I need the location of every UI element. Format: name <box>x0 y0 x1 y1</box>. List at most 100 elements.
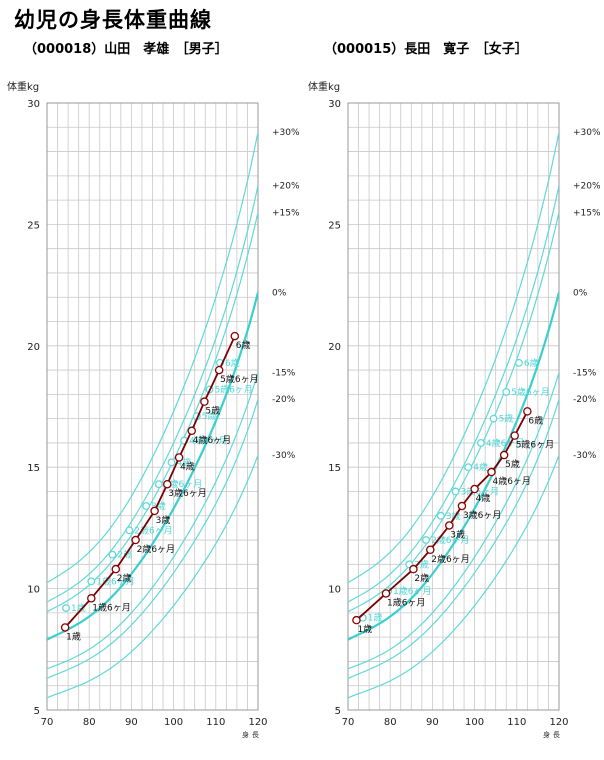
standard-age-marker <box>489 414 498 423</box>
reference-curve-label: -15% <box>272 369 296 379</box>
child-age-label: 1歳 <box>357 623 372 635</box>
reference-curve-label: -20% <box>573 395 597 405</box>
x-tick-label: 90 <box>426 717 439 728</box>
reference-curve-label: -30% <box>272 451 296 461</box>
standard-age-label: 3歳 <box>151 500 166 512</box>
standard-age-marker <box>502 387 511 396</box>
child-age-marker <box>457 501 467 511</box>
child-age-marker <box>163 479 172 489</box>
reference-curve-label: +20% <box>272 182 300 192</box>
x-tick-label: 120 <box>248 717 267 728</box>
chart-subtitle-boy: （000018）山田 孝雄 ［男子］ <box>24 42 228 57</box>
child-age-marker <box>381 589 391 598</box>
standard-age-label: 3歳6ヶ月 <box>164 478 202 490</box>
reference-curve <box>348 372 559 670</box>
y-tick-label: 5 <box>34 706 40 717</box>
reference-curve-label: 0% <box>573 288 588 298</box>
reference-curve-label: +20% <box>573 182 601 192</box>
child-age-label: 6歳 <box>528 414 543 426</box>
standard-age-marker <box>464 463 473 472</box>
child-age-marker <box>409 564 418 574</box>
child-age-marker <box>426 545 435 555</box>
standard-age-label: 6歳 <box>524 357 539 369</box>
child-age-label: 2歳6ヶ月 <box>137 543 175 555</box>
child-age-marker <box>445 521 454 530</box>
child-age-marker <box>499 450 509 460</box>
y-tick-label: 10 <box>328 585 341 596</box>
standard-age-marker <box>451 487 460 496</box>
reference-curve <box>47 212 258 613</box>
child-age-label: 5歳 <box>505 458 520 470</box>
standard-age-marker <box>154 480 163 489</box>
reference-curve-label: +30% <box>573 128 601 138</box>
child-age-label: 2歳6ヶ月 <box>431 553 469 565</box>
child-age-label: 3歳 <box>156 514 171 526</box>
child-age-label: 1歳6ヶ月 <box>92 601 130 613</box>
y-tick-label: 25 <box>27 220 40 231</box>
child-age-label: 3歳 <box>450 528 465 540</box>
chart-panel-0: 5 10 15 20 25 30 体重kg 70 80 90 100 110 120 身長 +30% +20%… <box>7 80 300 739</box>
reference-curve-label: -20% <box>272 395 296 405</box>
child-age-marker <box>111 564 121 574</box>
standard-age-marker <box>422 536 431 544</box>
standard-age-label: 1歳 <box>368 612 383 624</box>
reference-curve <box>348 399 559 679</box>
chart-panel-1: 5 10 15 20 25 30 体重kg 70 80 90 100 110 120 身長 +30% +20%… <box>308 80 601 739</box>
reference-curve <box>47 131 258 584</box>
standard-age-label: 6歳 <box>225 357 240 369</box>
reference-curve <box>348 454 559 699</box>
x-tick-label: 120 <box>549 717 568 728</box>
standard-age-label: 5歳 <box>202 410 217 422</box>
child-age-marker <box>131 535 140 545</box>
standard-age-marker <box>514 358 523 367</box>
reference-curve <box>348 131 559 584</box>
child-age-label: 4歳6ヶ月 <box>193 434 231 446</box>
standard-age-marker <box>476 438 485 447</box>
x-axis-label: 身長 <box>543 730 563 739</box>
standard-age-label: 4歳6ヶ月 <box>486 437 524 449</box>
child-age-label: 2歳 <box>414 572 429 584</box>
x-tick-label: 90 <box>125 717 138 728</box>
reference-curve-label: +15% <box>272 208 300 218</box>
child-age-label: 6歳 <box>236 339 251 351</box>
reference-curve <box>47 372 258 670</box>
standard-age-label: 2歳 <box>414 558 429 570</box>
standard-age-label: 5歳 <box>499 413 514 425</box>
plot-frame <box>347 102 560 711</box>
reference-curve <box>47 399 258 679</box>
standard-age-label: 1歳6ヶ月 <box>96 575 134 587</box>
standard-age-marker <box>436 511 445 520</box>
standard-age-marker <box>108 550 117 559</box>
plot-frame <box>46 102 259 711</box>
standard-age-label: 1歳 <box>71 602 86 614</box>
reference-curve-label: -15% <box>573 369 597 379</box>
x-tick-label: 110 <box>507 717 526 728</box>
standard-age-label: 1歳6ヶ月 <box>393 585 431 597</box>
child-age-label: 4歳 <box>180 460 195 472</box>
y-tick-label: 20 <box>27 342 40 353</box>
x-tick-label: 110 <box>206 717 225 728</box>
reference-curve <box>47 185 258 603</box>
child-age-marker <box>230 331 240 341</box>
standard-age-marker <box>142 502 151 510</box>
x-tick-label: 70 <box>342 717 355 728</box>
page-title: 幼児の身長体重曲線 <box>14 8 212 32</box>
child-age-marker <box>187 426 196 436</box>
child-age-marker <box>510 431 519 440</box>
child-age-marker <box>487 467 496 477</box>
standard-age-marker <box>62 604 70 612</box>
y-tick-label: 20 <box>328 342 341 353</box>
chart-subtitle-girl: （000015）長田 寛子 ［女子］ <box>324 42 528 57</box>
child-age-marker <box>523 407 532 416</box>
child-age-label: 3歳6ヶ月 <box>168 487 206 499</box>
child-age-label: 4歳 <box>476 492 491 504</box>
child-age-marker <box>470 484 479 494</box>
standard-age-marker <box>167 458 176 467</box>
reference-curve-label: -30% <box>573 451 597 461</box>
x-tick-label: 80 <box>83 717 96 728</box>
reference-curve <box>47 292 258 641</box>
reference-curve-label: +15% <box>573 208 601 218</box>
child-age-label: 5歳6ヶ月 <box>516 439 554 451</box>
child-age-label: 5歳 <box>205 405 220 417</box>
y-tick-label: 30 <box>328 99 341 110</box>
